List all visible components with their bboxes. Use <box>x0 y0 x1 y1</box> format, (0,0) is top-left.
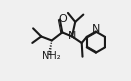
Text: N: N <box>92 24 100 34</box>
Text: N: N <box>68 31 77 41</box>
Text: NH₂: NH₂ <box>42 51 61 61</box>
Text: O: O <box>58 14 67 24</box>
